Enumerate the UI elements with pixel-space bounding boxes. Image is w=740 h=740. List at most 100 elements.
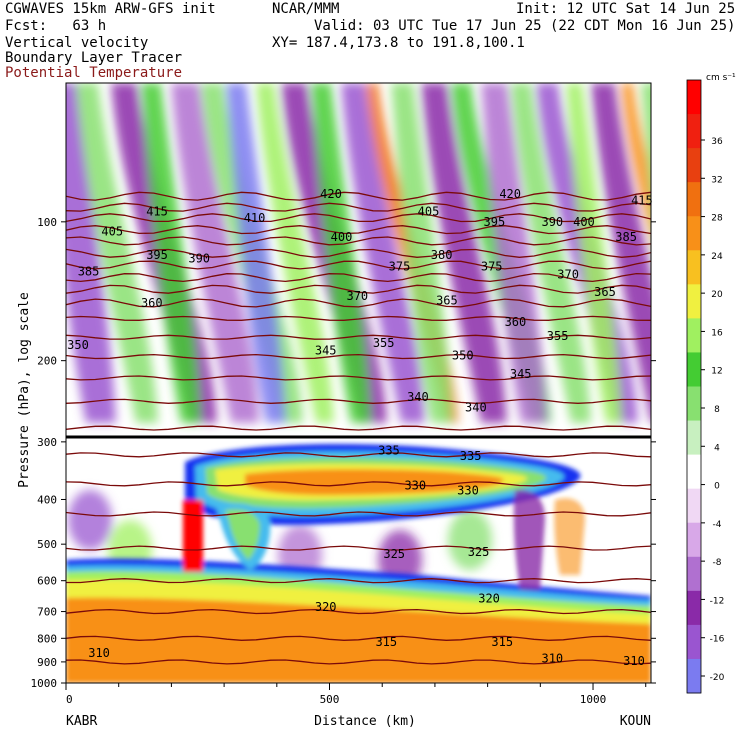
xy-endpoints: XY= 187.4,173.8 to 191.8,100.1 [272,35,525,51]
theta-label: 370 [557,267,579,281]
colorbar-swatch [687,522,701,558]
theta-contour-line [66,236,651,246]
colorbar-label: 28 [711,214,723,224]
theta-label: 345 [315,343,337,357]
colorbar-label: 20 [711,290,723,300]
colorbar-frame [686,79,702,694]
theta-label: 310 [541,652,563,666]
theta-contour-line [66,298,651,308]
colorbar-swatch [687,250,701,285]
y-tick-label: 100 [37,216,57,229]
velocity-wave-field [66,83,740,590]
theta-label-group: 420 420 415 415 410 405 405 400 400 395 395 390 390 3… [67,187,653,668]
colorbar-label: 4 [714,443,720,453]
y-tick-label: 500 [37,538,57,551]
theta-label: 410 [244,211,266,225]
colorbar-swatch [687,590,701,626]
theta-label: 320 [315,600,337,614]
field-boundary-layer-tracer: Boundary Layer Tracer [5,50,183,66]
colorbar-label: 24 [711,252,723,262]
colorbar-label: 32 [711,175,722,185]
field-potential-temperature: Potential Temperature [5,65,183,81]
colorbar-swatch [687,148,701,183]
theta-label: 355 [547,329,569,343]
theta-label: 325 [383,547,405,561]
colorbar-label: 16 [711,328,723,338]
model-title: CGWAVES 15km ARW-GFS init [5,1,216,17]
forecast-hour: Fcst: 63 h [5,18,107,34]
theta-label: 360 [505,315,527,329]
colorbar-swatch [687,182,701,217]
theta-label: 335 [460,449,482,463]
y-tick-label: 700 [37,606,57,619]
wave-band [226,83,286,423]
y-tick-label: 200 [37,355,57,368]
theta-contour-line [66,398,651,404]
theta-contour-line [66,425,651,431]
colorbar-swatch [687,420,701,456]
colorbar-label: 12 [711,367,722,377]
theta-label: 340 [407,390,429,404]
theta-contour-line [66,272,651,283]
colorbar-unit: cm s⁻¹ [706,73,736,83]
colorbar-swatch [687,658,701,694]
shading-blob [68,490,112,550]
theta-contour-line [66,191,651,201]
y-tick-label: 800 [37,632,57,645]
theta-contour-line [66,452,651,458]
y-tick-label: 900 [37,656,57,669]
colorbar-label: -20 [710,673,725,683]
wave-band [671,83,740,423]
theta-label: 365 [436,293,458,307]
colorbar-label: 8 [714,405,720,415]
theta-label: 350 [452,349,474,363]
theta-label: 400 [573,215,595,229]
theta-label: 340 [465,401,487,415]
theta-label: 415 [146,205,168,219]
wave-band [141,83,201,423]
colorbar-label: -16 [710,635,725,645]
theta-label: 310 [623,654,645,668]
wave-band [641,83,651,199]
theta-label: 315 [375,635,397,649]
left-endpoint-label: KABR [66,714,97,729]
y-tick-label: 400 [37,493,57,506]
colorbar-swatch [687,80,701,115]
x-tick-label: 0 [66,693,73,706]
theta-contour-line [66,334,651,340]
wave-band [591,83,651,423]
theta-contour-line [66,284,651,294]
wave-band [511,83,591,423]
y-axis-ticks: 100 200 300 400 500 600 700 800 900 1000 [31,216,656,690]
theta-contour-line [66,608,651,615]
theta-label: 330 [457,483,479,497]
wave-band [481,83,547,423]
theta-label: 360 [141,296,163,310]
theta-label: 345 [510,367,532,381]
colorbar-label: 0 [714,482,720,492]
colorbar-swatch [687,454,701,490]
valid-time: Valid: 03 UTC Tue 17 Jun 25 (22 CDT Mon … [314,18,736,34]
x-axis-ticks: 0 500 1000 [65,683,647,706]
theta-label: 375 [389,260,411,274]
theta-label: 375 [481,260,503,274]
colorbar: 36 32 28 24 20 16 12 8 4 0 -4 -8 -12 -16 -20 [686,79,725,694]
theta-contour-line [66,635,651,641]
x-axis-label: Distance (km) [314,714,416,729]
colorbar-swatch [687,114,701,149]
x-tick-label: 500 [320,693,340,706]
wave-band [256,83,334,423]
theta-contour-line [66,578,651,584]
theta-label: 310 [88,646,110,660]
theta-contour-line [66,659,651,665]
plot-area [66,83,740,683]
theta-label: 420 [499,187,521,201]
theta-label: 385 [615,230,637,244]
colorbar-swatch [687,624,701,660]
colorbar-swatch [687,556,701,592]
theta-contours [66,191,651,665]
theta-label: 405 [101,225,123,239]
theta-label: 395 [146,248,168,262]
theta-label: 420 [320,187,342,201]
